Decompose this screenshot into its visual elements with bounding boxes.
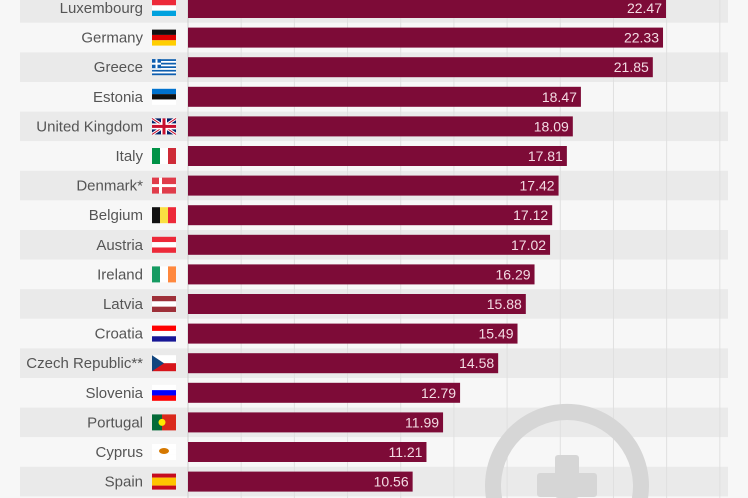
value-label: 12.79 (421, 385, 456, 401)
bar-row: Estonia 18.47 (93, 86, 581, 107)
bar-row: United Kingdom 18.09 (36, 116, 573, 137)
estonia-flag-icon (152, 88, 176, 105)
bar-row: Croatia 15.49 (95, 323, 518, 344)
value-label: 11.99 (405, 414, 439, 430)
slovenia-flag-icon (152, 384, 176, 401)
bar (188, 27, 664, 48)
ireland-flag-icon (152, 266, 176, 283)
bar (188, 175, 559, 196)
bar (188, 294, 526, 314)
medical-cross-watermark-icon (484, 403, 649, 498)
uk-flag-icon (151, 117, 177, 136)
bar-row: Slovenia 12.79 (85, 382, 461, 403)
bar (188, 323, 518, 344)
category-label: Slovenia (85, 385, 143, 402)
value-label: 22.33 (624, 30, 659, 46)
bar (188, 471, 413, 492)
category-label: Spain (105, 474, 143, 491)
bar (188, 442, 427, 462)
italy-flag-icon (152, 148, 176, 164)
value-label: 17.81 (528, 148, 563, 164)
luxembourg-flag-icon (152, 0, 176, 16)
bar (188, 205, 553, 226)
portugal-flag-icon (152, 414, 176, 431)
category-label: Latvia (103, 296, 144, 313)
category-label: Greece (94, 59, 143, 76)
value-label: 17.42 (520, 178, 555, 194)
croatia-flag-icon (152, 325, 176, 342)
austria-flag-icon (152, 236, 176, 253)
value-label: 16.29 (495, 266, 530, 282)
bar-row: Greece 21.85 (94, 57, 653, 78)
bar-row: Belgium 17.12 (89, 205, 553, 226)
bar-row: Italy 17.81 (115, 146, 567, 166)
value-label: 22.47 (627, 0, 662, 16)
value-label: 21.85 (614, 59, 649, 75)
value-label: 15.88 (487, 296, 522, 312)
value-label: 14.58 (459, 355, 494, 371)
bar-row: Spain 10.56 (105, 471, 413, 492)
category-label: Austria (96, 237, 143, 254)
bar-row: Germany 22.33 (81, 27, 664, 48)
value-label: 17.12 (513, 207, 548, 223)
category-label: Denmark* (76, 178, 143, 195)
category-label: Portugal (87, 414, 143, 431)
bar-row: Ireland 16.29 (97, 264, 535, 285)
category-label: Germany (81, 30, 143, 47)
bar (188, 86, 581, 107)
value-label: 18.09 (534, 118, 569, 134)
cyprus-flag-icon (152, 444, 176, 460)
category-label: Ireland (97, 266, 143, 283)
bar-row: Luxembourg 22.47 (60, 0, 666, 18)
bar-row: Austria 17.02 (96, 234, 551, 255)
bar (188, 116, 573, 137)
latvia-flag-icon (152, 296, 176, 312)
value-label: 10.56 (374, 474, 409, 490)
bar-row: Denmark* 17.42 (76, 175, 559, 196)
bar (188, 146, 567, 166)
greece-flag-icon (152, 59, 176, 76)
value-label: 11.21 (388, 444, 422, 460)
category-label: Belgium (89, 207, 143, 224)
category-label: Luxembourg (60, 0, 143, 17)
category-label: United Kingdom (36, 118, 143, 135)
bar-row: Cyprus 11.21 (95, 442, 427, 462)
belgium-flag-icon (152, 207, 176, 224)
value-label: 15.49 (478, 326, 513, 342)
bar-row: Portugal 11.99 (87, 412, 444, 433)
bar-row: Czech Republic** 14.58 (26, 353, 499, 374)
bar (188, 412, 444, 433)
category-label: Czech Republic** (26, 355, 143, 372)
denmark-flag-icon (152, 177, 176, 194)
bar (188, 353, 499, 374)
bar-row: Latvia 15.88 (103, 294, 526, 314)
spain-flag-icon (152, 473, 176, 490)
bar (188, 264, 535, 285)
category-label: Croatia (95, 326, 144, 343)
bar (188, 57, 653, 78)
bar (188, 234, 551, 255)
category-label: Cyprus (95, 444, 143, 461)
czech-flag-icon (152, 355, 176, 372)
category-label: Estonia (93, 89, 144, 106)
value-label: 17.02 (511, 237, 546, 253)
category-label: Italy (115, 148, 143, 165)
bar (188, 382, 461, 403)
germany-flag-icon (152, 29, 176, 46)
bar (188, 0, 666, 18)
value-label: 18.47 (542, 89, 577, 105)
